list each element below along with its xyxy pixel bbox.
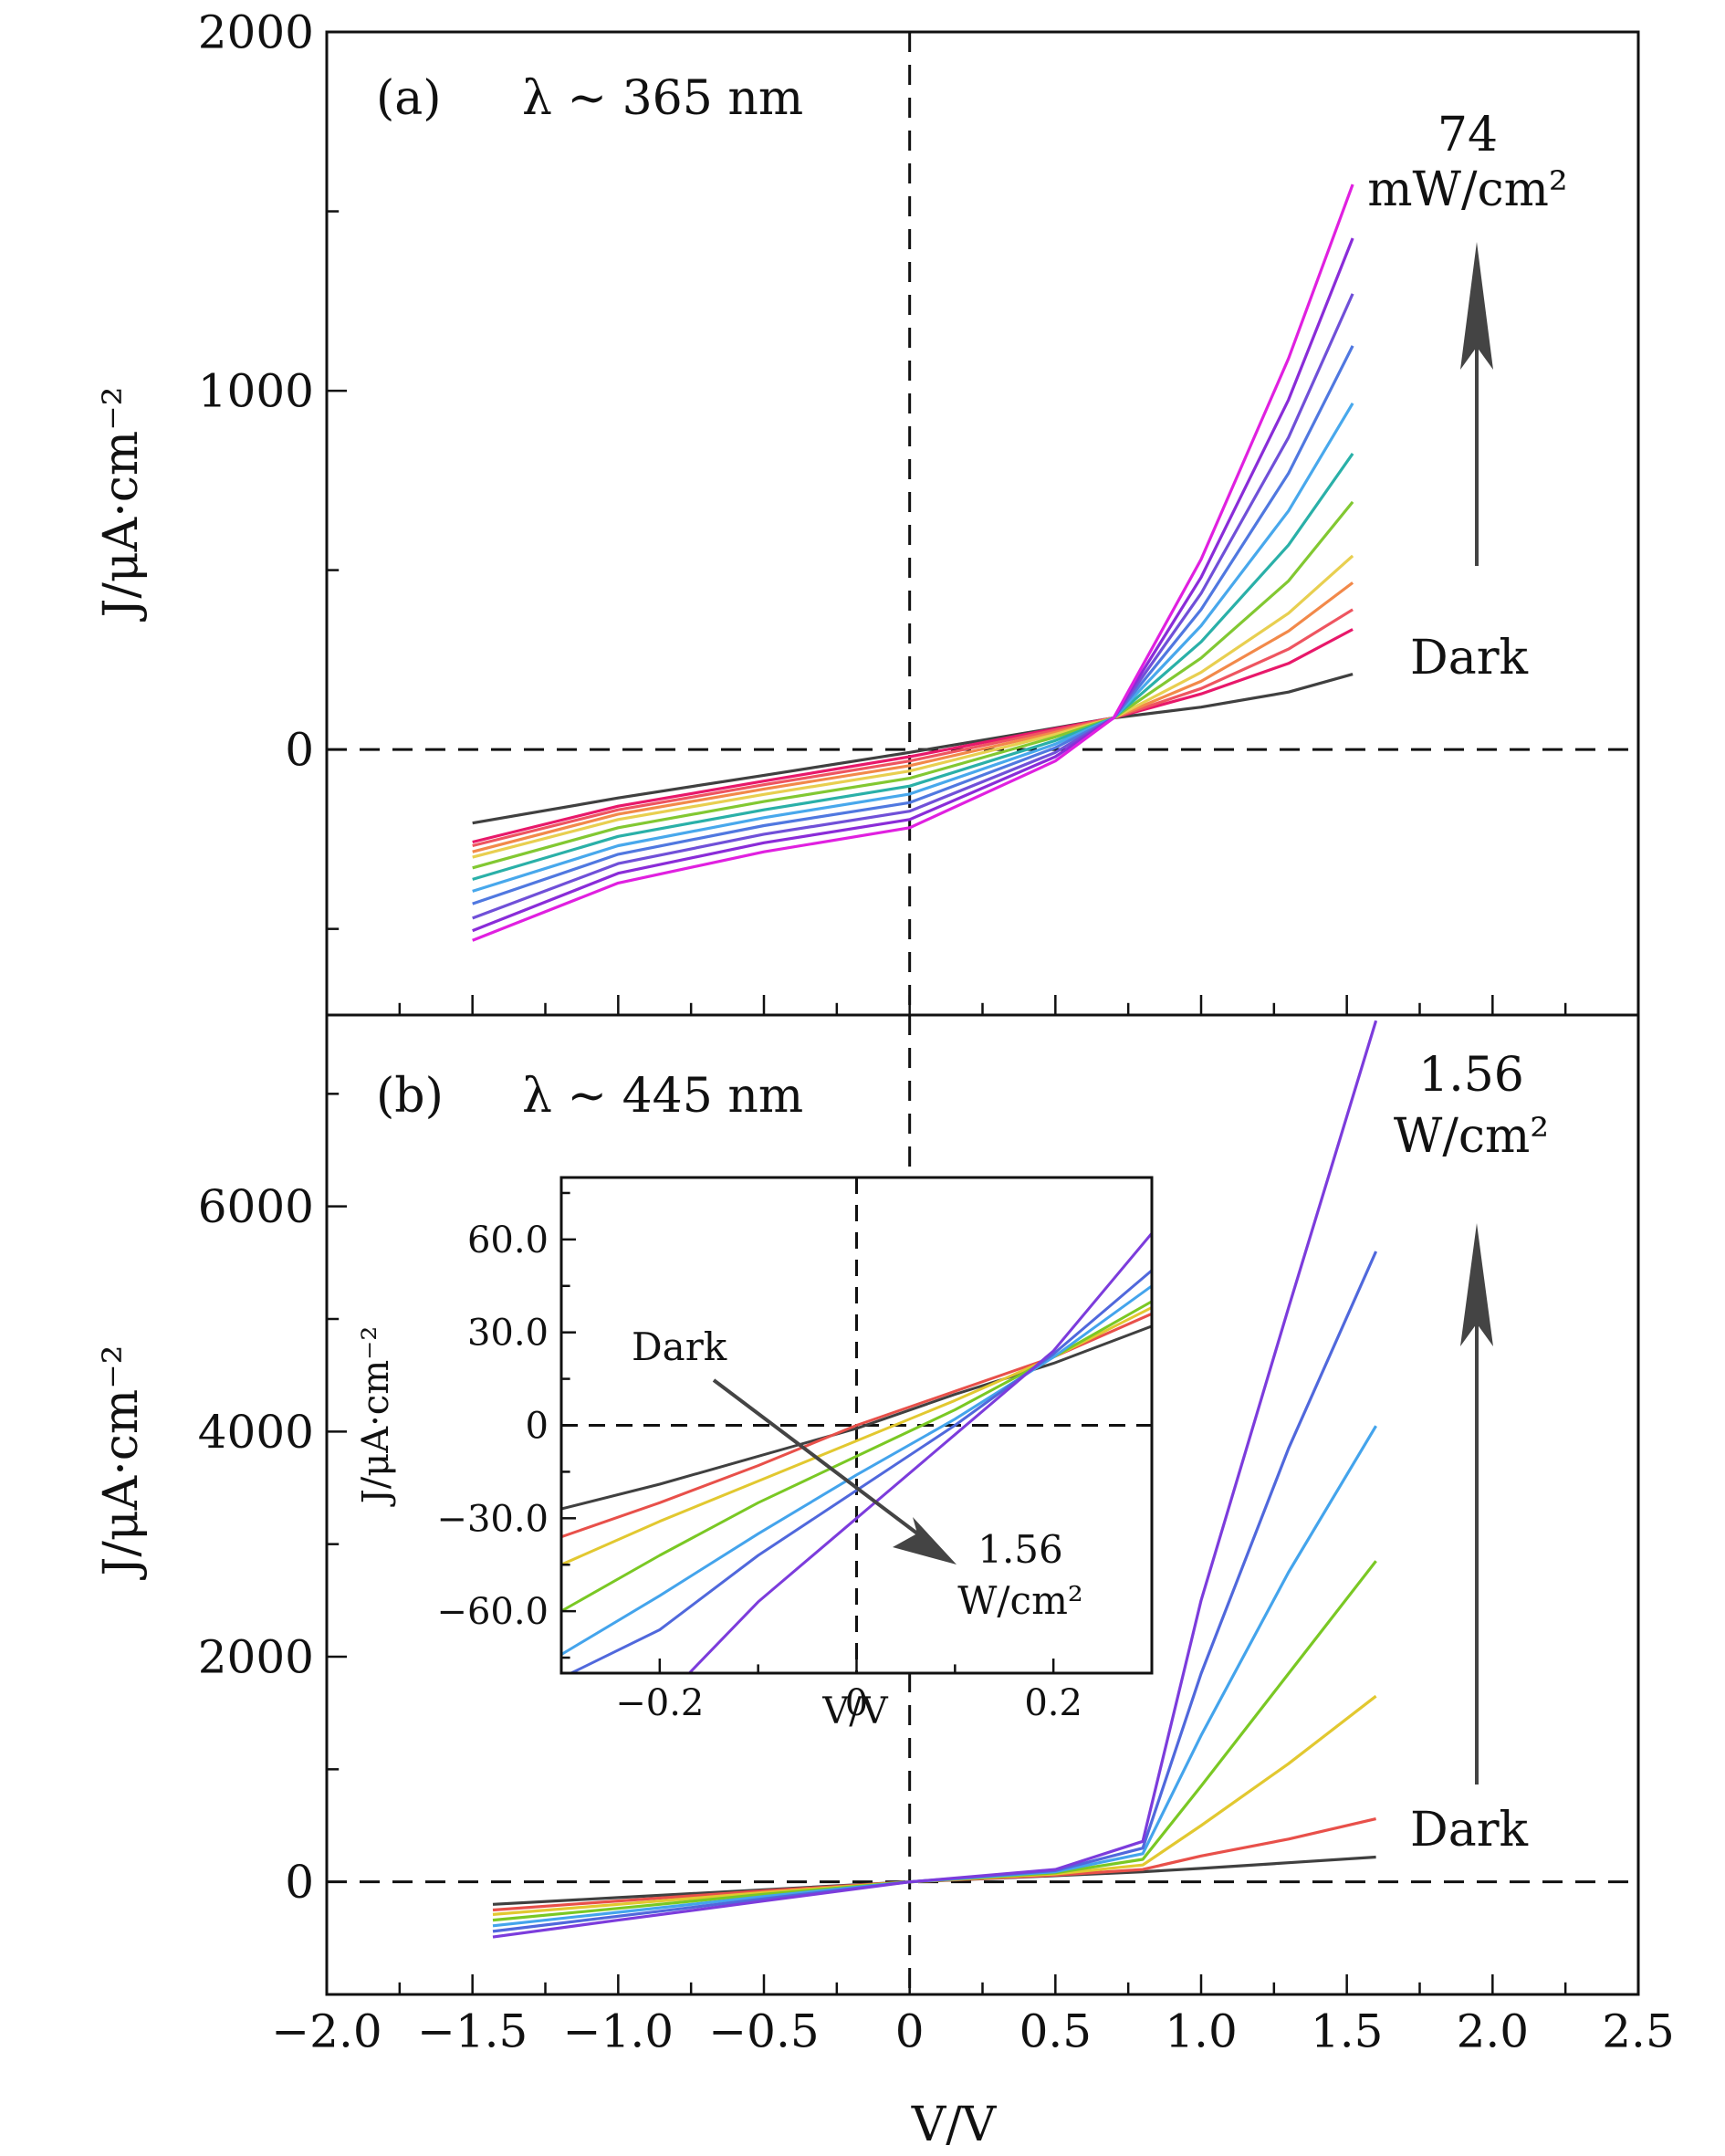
i-series-line-5 bbox=[570, 1269, 1152, 1673]
a-series-line-2 bbox=[472, 608, 1354, 848]
i-xtick-label: −0.2 bbox=[615, 1682, 704, 1724]
a-intensity-arrow bbox=[1460, 242, 1493, 566]
inset-arrow-head bbox=[893, 1517, 957, 1565]
b-panel-label: (b) bbox=[376, 1069, 444, 1124]
a-y-axis-title: J/μA·cm⁻² bbox=[94, 387, 149, 623]
inset-tick-labels: −60.0 −30.0 0 30.0 60.0 −0.2 0 0.2 bbox=[436, 1219, 1082, 1724]
b-guide-lines bbox=[327, 1015, 1638, 1994]
b-arrow-head bbox=[1460, 1223, 1493, 1346]
b-tick-labels: 0 2000 4000 6000 −2.0 −1.5 −1.0 −0.5 0 0.5 1.0 1.5 2… bbox=[198, 1180, 1675, 2057]
b-xtick-label: 2.5 bbox=[1602, 2005, 1675, 2058]
b-intensity-arrow bbox=[1460, 1223, 1493, 1784]
b-xtick-label: 0.5 bbox=[1019, 2005, 1092, 2058]
b-series-group bbox=[492, 1020, 1378, 1939]
b-xtick-label: −1.5 bbox=[417, 2005, 528, 2058]
b-xtick-label: 0 bbox=[895, 2005, 925, 2058]
a-ytick-label: 2000 bbox=[198, 6, 314, 59]
i-xtick-label: 0 bbox=[845, 1682, 868, 1724]
inset-max-intensity-unit: W/cm² bbox=[957, 1578, 1083, 1623]
b-y-axis-title: J/μA·cm⁻² bbox=[94, 1345, 149, 1581]
b-max-intensity-value: 1.56 bbox=[1418, 1048, 1524, 1103]
i-ytick-label: −30.0 bbox=[436, 1498, 549, 1540]
b-ytick-label: 2000 bbox=[198, 1631, 314, 1684]
inset-series-group bbox=[561, 1232, 1152, 1673]
panel-b: 0 2000 4000 6000 −2.0 −1.5 −1.0 −0.5 0 0.5 1.0 1.5 2… bbox=[94, 1013, 1675, 2152]
b-xtick-label: −1.0 bbox=[563, 2005, 674, 2058]
a-max-intensity-unit: mW/cm² bbox=[1367, 162, 1568, 217]
a-dark-label: Dark bbox=[1410, 631, 1529, 686]
inset-ticks bbox=[559, 1191, 1154, 1673]
inset-chart: −60.0 −30.0 0 30.0 60.0 −0.2 0 0.2 Dark 1.56 W/… bbox=[355, 1176, 1154, 1732]
x-axis-title: V/V bbox=[911, 2098, 998, 2152]
inset-plot-frame bbox=[559, 1176, 1154, 1675]
b-xtick-label: 2.0 bbox=[1457, 2005, 1530, 2058]
b-xtick-label: 1.0 bbox=[1165, 2005, 1238, 2058]
inset-dark-label: Dark bbox=[632, 1324, 727, 1369]
inset-intensity-arrow bbox=[712, 1378, 957, 1565]
b-ytick-label: 4000 bbox=[198, 1406, 314, 1459]
a-series-group bbox=[472, 183, 1354, 942]
a-series-line-11 bbox=[472, 183, 1354, 942]
b-xtick-label: 1.5 bbox=[1311, 2005, 1384, 2058]
b-wavelength-label: λ ~ 445 nm bbox=[522, 1069, 803, 1124]
a-series-line-3 bbox=[472, 581, 1354, 853]
b-series-line-6 bbox=[492, 1020, 1378, 1939]
i-ytick-label: 60.0 bbox=[467, 1219, 549, 1261]
b-dark-label: Dark bbox=[1410, 1803, 1529, 1858]
a-series-line-8 bbox=[472, 345, 1354, 905]
i-ytick-label: 0 bbox=[526, 1406, 549, 1448]
b-xtick-label: −2.0 bbox=[271, 2005, 382, 2058]
i-series-line-0 bbox=[561, 1324, 1152, 1511]
a-guide-lines bbox=[327, 32, 1638, 1015]
b-ytick-label: 0 bbox=[285, 1856, 314, 1909]
inset-max-intensity-value: 1.56 bbox=[978, 1527, 1063, 1572]
i-ytick-label: 30.0 bbox=[467, 1313, 549, 1355]
a-series-line-4 bbox=[472, 554, 1354, 859]
b-xtick-label: −0.5 bbox=[708, 2005, 819, 2058]
i-ytick-label: −60.0 bbox=[436, 1591, 549, 1633]
b-ytick-label: 6000 bbox=[198, 1180, 314, 1233]
a-series-line-9 bbox=[472, 293, 1354, 920]
a-series-line-5 bbox=[472, 500, 1354, 870]
b-plot-frame bbox=[325, 1013, 1640, 1996]
i-xtick-label: 0.2 bbox=[1024, 1682, 1082, 1724]
inset-arrow-shaft bbox=[712, 1378, 919, 1535]
a-arrow-head bbox=[1460, 242, 1493, 370]
a-panel-label: (a) bbox=[376, 71, 442, 126]
i-series-line-4 bbox=[561, 1284, 1152, 1656]
a-tick-labels: 0 1000 2000 bbox=[198, 6, 314, 777]
a-ytick-label: 1000 bbox=[198, 365, 314, 418]
a-ytick-label: 0 bbox=[285, 724, 314, 777]
a-max-intensity-value: 74 bbox=[1438, 108, 1498, 162]
inset-y-axis-title: J/μA·cm⁻² bbox=[355, 1326, 397, 1508]
i-series-line-6 bbox=[688, 1232, 1152, 1673]
a-series-line-7 bbox=[472, 402, 1354, 893]
a-series-line-6 bbox=[472, 452, 1354, 881]
a-series-line-10 bbox=[472, 237, 1354, 933]
b-max-intensity-unit: W/cm² bbox=[1394, 1109, 1549, 1164]
inset-x-axis-title: V/V bbox=[821, 1690, 888, 1732]
a-wavelength-label: λ ~ 365 nm bbox=[522, 71, 803, 126]
